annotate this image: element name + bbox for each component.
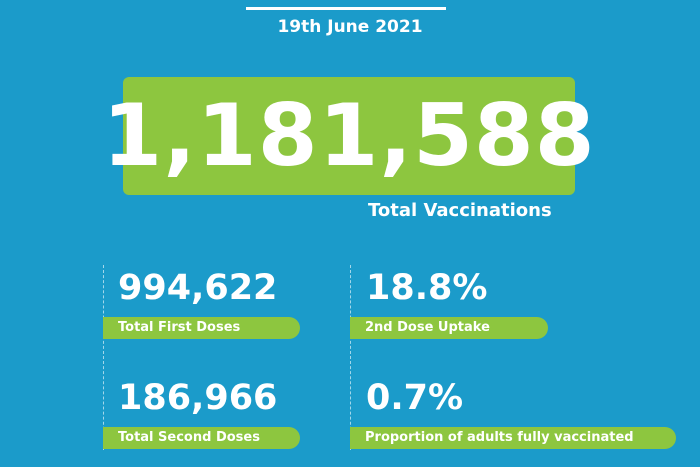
fully-vaccinated-label: Proportion of adults fully vaccinated [350, 427, 676, 449]
total-vaccinations-value: 1,181,588 [102, 86, 596, 186]
second-doses-label: Total Second Doses [103, 427, 300, 449]
divider-left [103, 265, 104, 450]
second-doses-value: 186,966 [118, 378, 278, 418]
first-doses-label: Total First Doses [103, 317, 300, 339]
report-date: 19th June 2021 [277, 17, 423, 37]
first-doses-value: 994,622 [118, 268, 278, 308]
divider-right [350, 265, 351, 450]
second-dose-uptake-value: 18.8% [366, 268, 488, 308]
total-vaccinations-label: Total Vaccinations [368, 200, 552, 221]
header-divider [246, 7, 446, 10]
fully-vaccinated-value: 0.7% [366, 378, 464, 418]
second-dose-uptake-label: 2nd Dose Uptake [350, 317, 548, 339]
total-vaccinations-box: 1,181,588 [102, 77, 595, 195]
